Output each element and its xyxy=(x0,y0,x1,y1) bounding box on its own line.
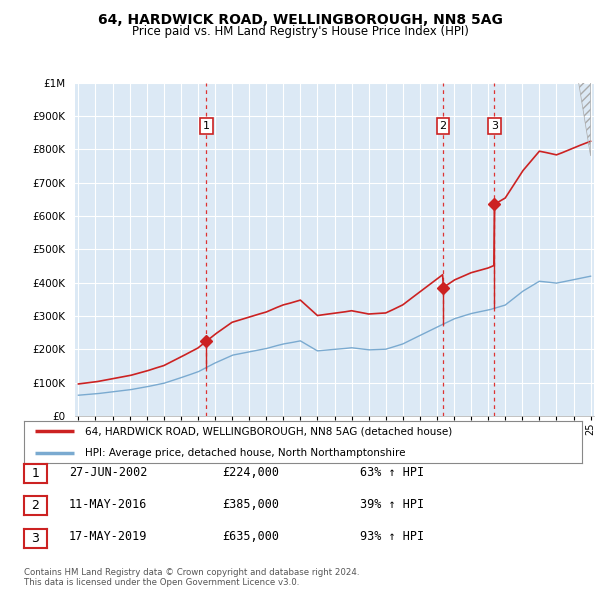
Text: 3: 3 xyxy=(491,121,498,131)
Text: 3: 3 xyxy=(31,532,40,545)
Text: 2: 2 xyxy=(440,121,446,131)
Text: 17-MAY-2019: 17-MAY-2019 xyxy=(69,530,148,543)
Text: 64, HARDWICK ROAD, WELLINGBOROUGH, NN8 5AG: 64, HARDWICK ROAD, WELLINGBOROUGH, NN8 5… xyxy=(98,13,502,27)
Text: 1: 1 xyxy=(203,121,210,131)
Text: £224,000: £224,000 xyxy=(222,466,279,478)
Text: 11-MAY-2016: 11-MAY-2016 xyxy=(69,498,148,511)
Text: £385,000: £385,000 xyxy=(222,498,279,511)
Text: Contains HM Land Registry data © Crown copyright and database right 2024.
This d: Contains HM Land Registry data © Crown c… xyxy=(24,568,359,587)
Text: 39% ↑ HPI: 39% ↑ HPI xyxy=(360,498,424,511)
Text: HPI: Average price, detached house, North Northamptonshire: HPI: Average price, detached house, Nort… xyxy=(85,448,406,457)
Text: 63% ↑ HPI: 63% ↑ HPI xyxy=(360,466,424,478)
Text: £635,000: £635,000 xyxy=(222,530,279,543)
Text: 93% ↑ HPI: 93% ↑ HPI xyxy=(360,530,424,543)
Text: 1: 1 xyxy=(31,467,40,480)
Text: 27-JUN-2002: 27-JUN-2002 xyxy=(69,466,148,478)
Text: 64, HARDWICK ROAD, WELLINGBOROUGH, NN8 5AG (detached house): 64, HARDWICK ROAD, WELLINGBOROUGH, NN8 5… xyxy=(85,427,452,436)
Text: Price paid vs. HM Land Registry's House Price Index (HPI): Price paid vs. HM Land Registry's House … xyxy=(131,25,469,38)
Text: 2: 2 xyxy=(31,499,40,512)
